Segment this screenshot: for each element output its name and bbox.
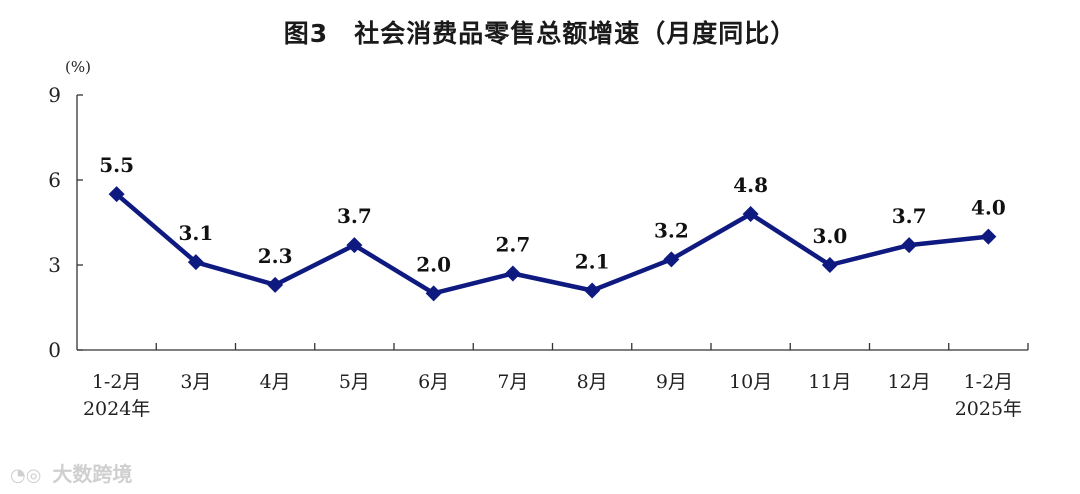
y-tick-label: 6 — [48, 168, 61, 192]
data-point-marker — [108, 186, 125, 203]
y-tick-labels: 0 3 6 9(%) — [48, 58, 91, 362]
data-label: 2.0 — [416, 252, 451, 276]
y-tick-label: 0 — [48, 338, 61, 362]
data-label: 3.7 — [337, 204, 372, 228]
x-tick-label: 4月 — [260, 371, 291, 393]
data-label: 3.0 — [812, 224, 847, 248]
y-axis-unit-label: (%) — [65, 58, 91, 76]
x-tick-label: 2025年 — [955, 398, 1022, 420]
data-label: 5.5 — [99, 153, 134, 177]
data-point-marker — [663, 251, 680, 268]
watermark-text: 大数跨境 — [52, 462, 133, 486]
x-tick-label: 3月 — [180, 371, 211, 393]
data-point-marker — [742, 206, 759, 222]
chart-title: 图3 社会消费品零售总额增速（月度同比） — [283, 19, 797, 48]
data-point-marker — [821, 257, 838, 273]
y-tick-label: 3 — [48, 253, 61, 277]
data-label: 4.0 — [971, 196, 1006, 220]
x-tick-label: 1-2月 — [964, 371, 1014, 393]
x-tick-label: 12月 — [888, 371, 931, 393]
data-label: 3.2 — [654, 218, 689, 242]
x-tick-label: 6月 — [418, 371, 449, 393]
chart-axes — [76, 94, 1029, 351]
x-tick-label: 9月 — [656, 371, 687, 393]
data-point-marker — [901, 237, 918, 254]
data-point-marker — [187, 254, 204, 271]
data-point-marker — [504, 265, 521, 282]
x-tick-label: 11月 — [808, 371, 851, 393]
x-tick-label: 7月 — [497, 371, 528, 393]
data-label: 3.1 — [178, 221, 213, 245]
x-tick-label: 5月 — [339, 371, 370, 393]
data-label: 2.1 — [575, 250, 610, 274]
data-label: 4.8 — [733, 173, 768, 197]
data-label: 2.7 — [495, 233, 530, 257]
watermark-logo-icon: ◔◎ — [10, 465, 42, 486]
data-point-marker — [346, 237, 363, 254]
x-tick-label: 10月 — [729, 371, 772, 393]
data-point-marker — [584, 282, 601, 299]
watermark: ◔◎ 大数跨境 — [10, 458, 132, 487]
x-tick-label: 2024年 — [83, 398, 150, 420]
series-line — [115, 192, 989, 296]
x-tick-labels: 1-2月 2024年 3月 4月 5月 6月 7月 8月 9月 10月 11月 12月 1-2月 2025… — [83, 371, 1022, 420]
x-tick-label: 8月 — [577, 371, 608, 393]
data-point-marker — [425, 285, 442, 302]
data-point-marker — [267, 276, 284, 293]
series-layer: 5.5 3.1 2.3 3.7 2.0 2.7 2.1 3.2 4.8 3.0 3.7 4.0 — [99, 153, 1006, 302]
y-tick-label: 9 — [48, 83, 61, 107]
data-point-marker — [980, 228, 997, 245]
x-tick-label: 1-2月 — [92, 371, 142, 393]
data-label: 2.3 — [258, 244, 293, 268]
data-label: 3.7 — [892, 204, 927, 228]
